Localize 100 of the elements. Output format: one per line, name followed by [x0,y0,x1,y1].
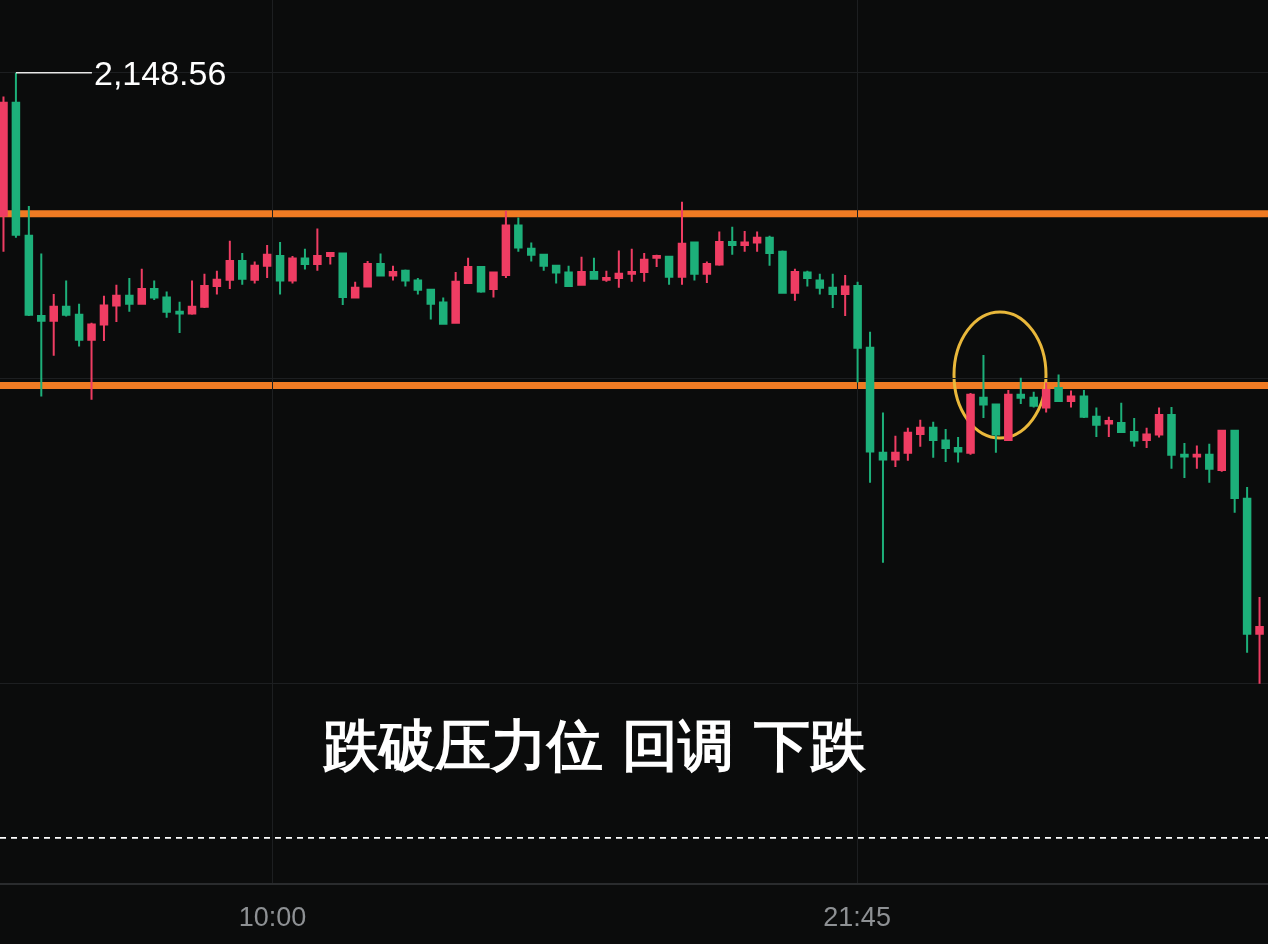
candlestick [376,252,385,277]
candlestick [451,270,460,324]
candlestick [262,244,272,280]
candlestick [652,253,661,269]
candlestick [527,241,536,263]
candlestick [49,292,58,357]
candlestick [313,227,322,272]
candlestick [137,267,147,305]
candlestick [539,253,548,272]
candlestick [74,302,84,348]
candlestick [928,420,938,459]
annotation: 2,148.56 [94,54,227,92]
candlestick [614,249,624,289]
candlestick [501,209,511,280]
text: 跌破压力位 回调 下跌 [322,713,867,778]
candlestick [426,288,436,321]
candlestick [853,280,862,384]
candlestick [991,402,1001,454]
candlestick [1167,405,1176,470]
x-tick-label: 21:45 [823,902,891,933]
candlestick [878,411,888,564]
candlestick [200,272,209,309]
candlestick [0,95,8,253]
candlestick [476,266,486,294]
candlestick [99,294,109,342]
candlestick [250,260,259,285]
candlestick [627,247,637,283]
candlestick [815,272,825,296]
candlestick [125,277,134,313]
candlestick [865,330,875,484]
candlestick [752,230,762,253]
candlestick [979,354,988,419]
candlestick [1192,444,1202,470]
candlestick [388,264,398,282]
candlestick [740,229,749,253]
candlestick [1255,596,1264,685]
candlestick [187,279,197,316]
candlestick [639,251,649,283]
candlestick [1079,388,1089,419]
candlestick [916,418,925,448]
candlestick [1004,388,1013,441]
candlestick [803,269,812,288]
candlestick [765,234,774,267]
candlestick [577,255,586,286]
candlestick [1142,426,1151,449]
candlestick [11,71,21,239]
candlestick [1180,442,1189,479]
candlestick [24,204,34,317]
candlestick [112,283,121,324]
candlestick [564,264,573,288]
candlestick [350,280,360,299]
candlestick [162,290,171,319]
candlestick [1230,429,1239,514]
candlestick [966,391,975,456]
candlestick [1116,401,1126,434]
candlestick [727,225,737,256]
candlestick [1129,416,1139,448]
x-tick-label: 10:00 [238,902,307,933]
candlestick [903,426,913,462]
candlestick [61,279,71,318]
candlestick [363,259,372,288]
candlestick [326,251,335,266]
candlestick [1054,373,1063,402]
candlestick [715,230,724,267]
candlestick [602,269,611,283]
candlestick [413,277,423,296]
candlestick [1154,406,1164,439]
candlestick [1029,390,1038,409]
candlestick [1242,486,1252,654]
candlestick [690,240,699,282]
candlestick [702,260,712,284]
candlestick [175,300,184,335]
candlestick [401,268,410,288]
candlestick [514,216,523,253]
candlestick [1092,406,1101,438]
candlestick [840,273,850,317]
candlestick [1217,429,1226,473]
candlestick [288,255,297,285]
candlestick [677,200,687,286]
candlestick [953,435,963,464]
candlestick [551,264,561,285]
candlestick [438,296,448,326]
candlestick [1016,376,1026,405]
candlestick [212,269,222,296]
candlestick [489,271,498,299]
candlestick [790,267,800,302]
candlestick [463,256,473,284]
candlestick [300,247,310,271]
candlestick [589,256,599,281]
candlestick [1066,389,1076,409]
candlestick [941,427,950,463]
candlestick [37,252,46,398]
candlestick [87,321,96,401]
candlestick [1205,442,1214,484]
candlestick [778,249,787,294]
candlestick [338,252,348,306]
candlestick [225,239,235,291]
candlestick [891,434,900,468]
candlestick [1041,381,1051,414]
candlestick [237,251,247,286]
